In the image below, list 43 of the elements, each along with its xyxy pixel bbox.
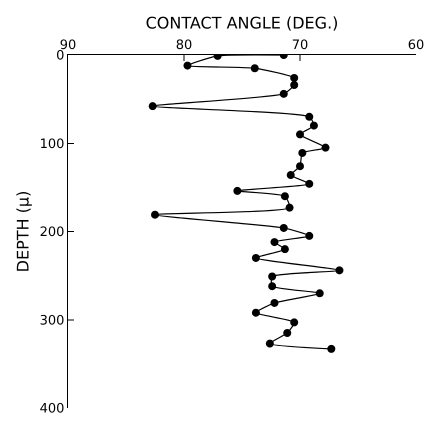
- y-axis-title: DEPTH (μ): [13, 190, 32, 272]
- point: [270, 298, 278, 307]
- point: [290, 318, 298, 326]
- point: [148, 102, 157, 110]
- point: [305, 180, 314, 188]
- y-tick-label: 100: [40, 136, 64, 152]
- y-tick-label: 0: [56, 48, 64, 64]
- point: [322, 144, 330, 152]
- point: [305, 112, 314, 121]
- y-tick-label: 300: [40, 313, 64, 328]
- point: [310, 122, 318, 130]
- y-tick-label: 200: [40, 225, 64, 240]
- point: [280, 245, 289, 254]
- point: [252, 254, 260, 262]
- point: [280, 224, 288, 232]
- point: [327, 344, 336, 353]
- x-tick-label: 80: [176, 38, 192, 53]
- point: [296, 130, 304, 138]
- point: [252, 308, 260, 317]
- point: [280, 90, 288, 98]
- x-axis-title: CONTACT ANGLE (DEG.): [146, 14, 338, 33]
- point: [283, 328, 292, 337]
- point: [286, 204, 294, 212]
- point: [280, 192, 289, 200]
- x-tick-label: 60: [408, 38, 424, 53]
- point: [290, 81, 298, 90]
- point: [316, 289, 324, 298]
- point: [151, 210, 159, 219]
- y-tick-label: 400: [40, 402, 64, 417]
- point: [305, 232, 314, 240]
- point: [296, 162, 304, 170]
- point: [270, 238, 278, 246]
- point: [250, 64, 259, 72]
- point: [233, 186, 242, 195]
- point: [298, 148, 306, 157]
- x-tick-label: 70: [292, 38, 308, 53]
- point: [335, 266, 344, 274]
- point: [266, 340, 274, 348]
- point: [268, 272, 276, 281]
- point: [286, 171, 295, 180]
- point: [183, 62, 192, 70]
- point: [290, 74, 298, 82]
- point: [268, 282, 276, 290]
